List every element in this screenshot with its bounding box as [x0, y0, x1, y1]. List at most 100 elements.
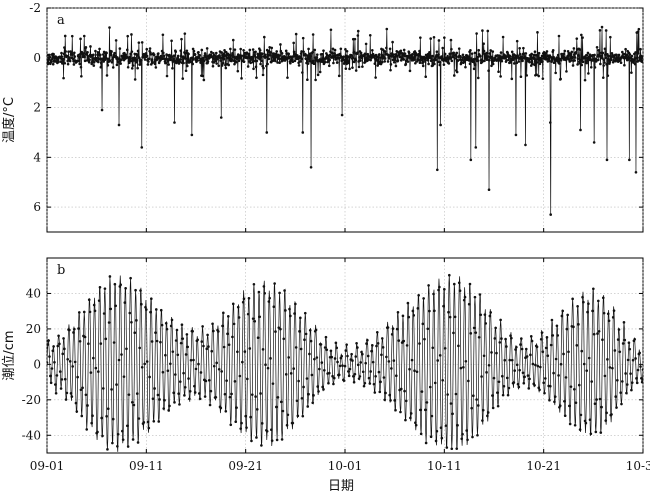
data-point [246, 377, 249, 381]
data-point [266, 366, 270, 370]
data-point [276, 396, 280, 399]
data-point [613, 349, 617, 352]
data-point [467, 379, 470, 383]
data-point [647, 59, 650, 62]
data-point [506, 393, 510, 397]
data-point [524, 347, 528, 351]
data-point [308, 352, 311, 356]
data-point [573, 423, 577, 427]
data-point [547, 59, 551, 63]
panel-b-tide-level: -40 -20 0 20 40 b 潮位/cm [2, 257, 644, 454]
data-point [307, 57, 311, 61]
data-point [429, 59, 433, 63]
data-point [54, 391, 58, 395]
data-point [488, 314, 492, 318]
data-point [76, 375, 79, 379]
data-point [184, 69, 188, 73]
data-point [254, 50, 257, 54]
data-point [539, 338, 543, 341]
data-point [248, 347, 252, 350]
data-point [306, 78, 309, 81]
data-point [299, 52, 303, 55]
data-point [193, 384, 196, 388]
data-point [556, 53, 560, 57]
data-point [332, 382, 335, 386]
data-point [641, 60, 643, 64]
data-point [188, 389, 192, 393]
data-point [212, 364, 216, 368]
data-point [133, 59, 136, 62]
data-point [632, 61, 635, 64]
data-point [551, 49, 555, 52]
data-point [519, 75, 523, 78]
data-point [64, 398, 68, 401]
data-point [524, 52, 528, 55]
data-point [183, 394, 186, 397]
data-point [126, 445, 130, 448]
data-point [449, 57, 452, 60]
data-point [605, 158, 609, 162]
data-point [538, 62, 542, 66]
data-point [104, 337, 108, 341]
data-point [356, 363, 360, 367]
data-point [261, 73, 265, 77]
data-point [94, 49, 97, 53]
data-point [99, 61, 103, 65]
data-point [570, 50, 574, 54]
data-point [457, 344, 460, 348]
data-point [441, 378, 444, 382]
data-point [368, 382, 372, 385]
data-point [511, 58, 515, 62]
data-point [178, 60, 182, 64]
data-point [585, 61, 589, 65]
data-point [99, 53, 102, 57]
data-point [344, 67, 348, 70]
data-point [269, 51, 272, 54]
data-point [474, 63, 477, 67]
data-point [619, 61, 623, 65]
data-point [97, 370, 100, 373]
data-point [329, 349, 333, 353]
data-point [463, 59, 466, 62]
data-point [616, 57, 620, 61]
data-point [226, 315, 230, 318]
data-point [426, 327, 430, 331]
data-point [205, 47, 209, 50]
data-point [96, 430, 99, 434]
data-point [88, 58, 91, 62]
data-point [173, 121, 176, 124]
data-point [70, 34, 74, 38]
data-point [407, 51, 411, 55]
data-point [406, 60, 410, 63]
data-point [335, 61, 339, 64]
data-point [371, 344, 374, 347]
data-point [50, 367, 54, 370]
data-point [132, 403, 136, 407]
data-point [302, 385, 305, 389]
data-point [294, 346, 298, 349]
data-point [154, 308, 158, 311]
data-point [303, 311, 307, 315]
data-point [48, 53, 51, 57]
data-point [98, 47, 101, 51]
data-point [475, 32, 478, 35]
data-point [217, 64, 221, 68]
data-point [450, 47, 453, 51]
data-point [361, 352, 364, 356]
data-point [509, 59, 513, 63]
data-point [483, 313, 487, 316]
data-point [421, 322, 425, 326]
data-point [79, 37, 82, 41]
data-point [553, 395, 557, 398]
data-point [488, 52, 492, 55]
data-point [601, 76, 605, 79]
data-point [350, 352, 353, 356]
data-point [452, 74, 456, 77]
data-point [214, 395, 218, 399]
data-point [559, 77, 562, 81]
data-point [417, 293, 420, 297]
data-point [356, 51, 359, 54]
x-tick-label: 09-01 [30, 459, 65, 473]
data-point [299, 55, 302, 59]
data-point [468, 282, 472, 286]
